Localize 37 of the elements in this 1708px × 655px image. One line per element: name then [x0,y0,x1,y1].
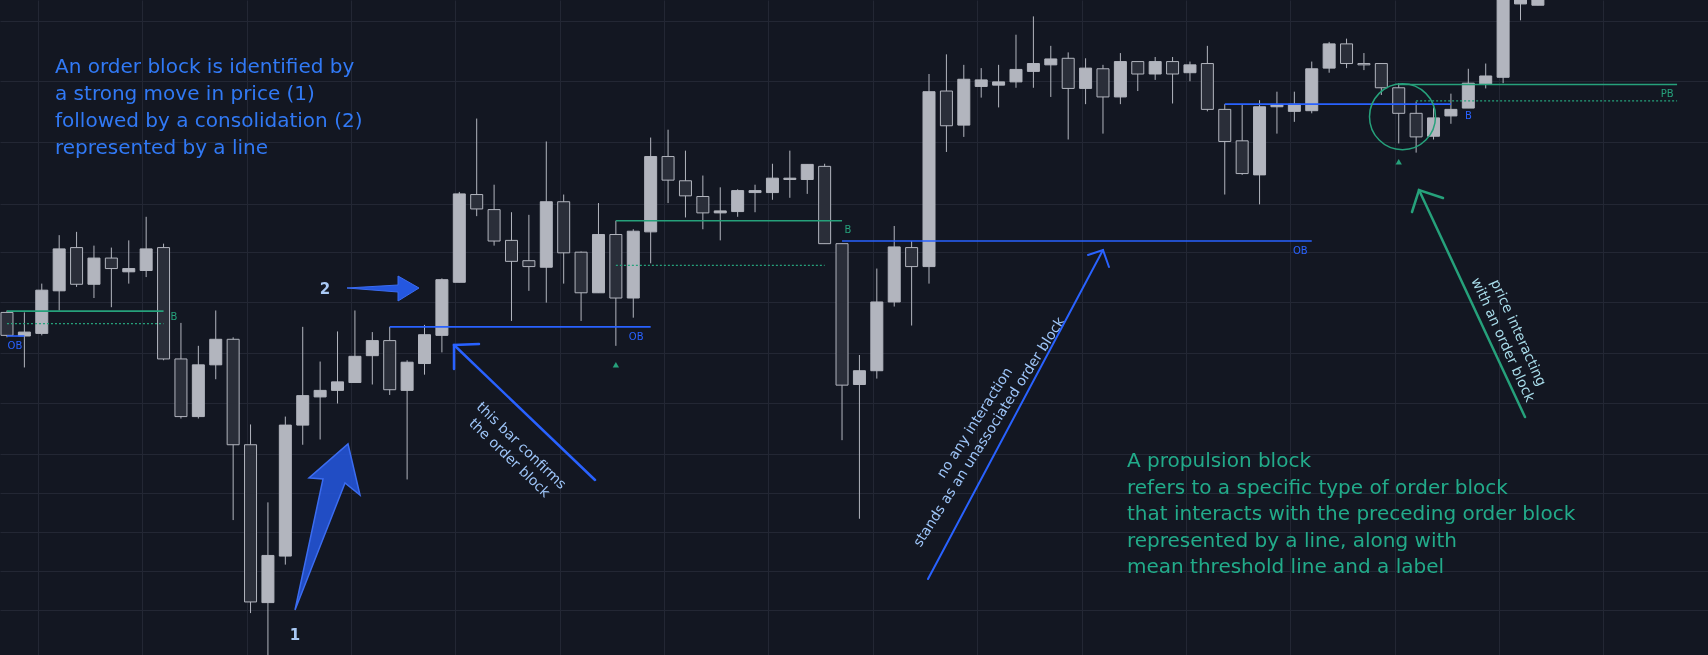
series-label: OB [7,340,23,352]
candlestick [1026,15,1040,89]
candlestick [992,64,1006,108]
series-label: OB [628,330,644,342]
candlestick [122,239,136,285]
candlestick [1044,45,1058,98]
candlestick [1357,52,1371,71]
candlestick [765,163,779,201]
candlestick [1183,61,1197,82]
candlestick [1009,34,1023,89]
annotation: A propulsion block refers to a specific type of order block that interacts with the preceding order block represented by a line, along with mean threshold line and a label [1127,448,1576,578]
candlestick [713,186,727,241]
candlestick [313,361,327,441]
candlestick [0,309,14,338]
candlestick [748,184,762,213]
series-label: PB [1660,88,1674,99]
annotation: 1 [289,626,301,644]
series-label: B [1464,110,1472,122]
candlestick [852,354,866,520]
candlestick [1148,56,1162,81]
annotation: 2 [319,280,331,298]
candlestick [1079,57,1093,105]
series-label: B [170,311,178,323]
candlestick [1479,63,1493,89]
series-label: B [844,223,852,235]
candlestick [974,67,988,99]
candlestick [1514,0,1528,21]
series-label: OB [1292,245,1308,257]
annotation: An order block is identified by a strong move in price (1) followed by a consolidation (2) represented by a line [55,54,363,159]
candlestick [331,330,345,404]
candlestick [783,150,797,199]
candlestick [365,331,379,385]
candlestick [731,188,745,218]
candlestick [139,216,153,278]
candlestick [1444,93,1458,125]
candlestick [800,163,814,195]
candlestick [1340,38,1354,69]
